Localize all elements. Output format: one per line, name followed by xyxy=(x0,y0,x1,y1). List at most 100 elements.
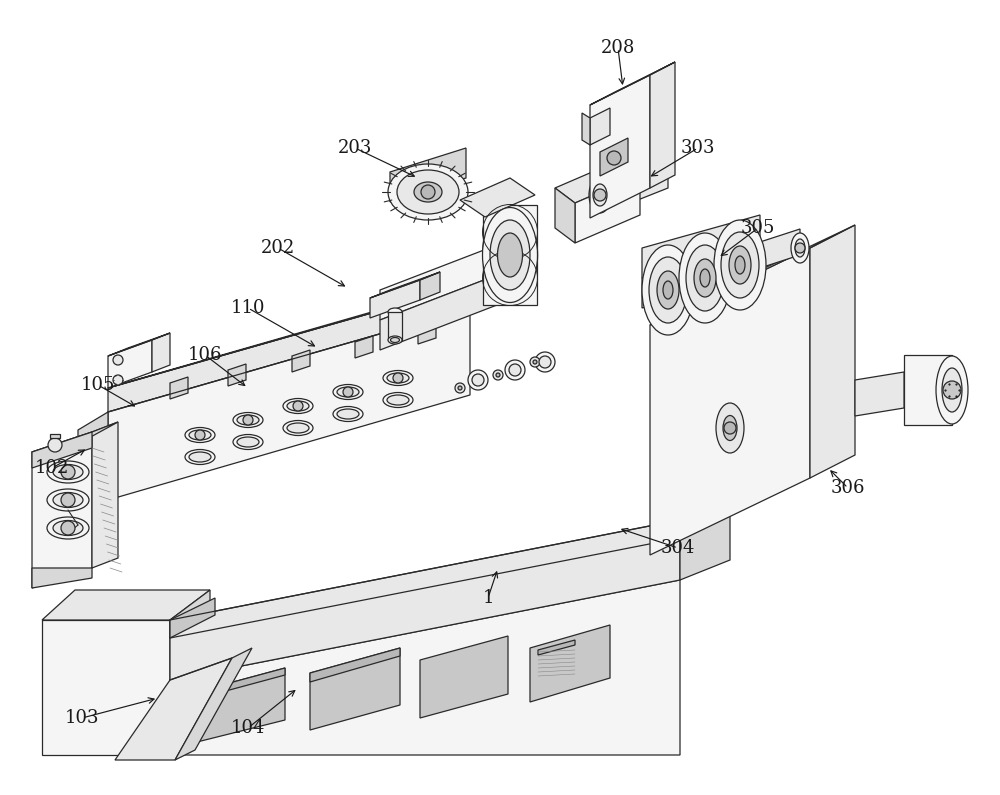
Ellipse shape xyxy=(53,492,83,507)
Circle shape xyxy=(496,373,500,377)
Ellipse shape xyxy=(589,177,611,213)
Ellipse shape xyxy=(679,233,731,323)
Ellipse shape xyxy=(387,395,409,405)
Ellipse shape xyxy=(700,269,710,287)
Ellipse shape xyxy=(795,239,805,257)
Ellipse shape xyxy=(383,393,413,408)
Polygon shape xyxy=(170,520,680,680)
Polygon shape xyxy=(32,422,118,462)
Polygon shape xyxy=(310,648,400,682)
Polygon shape xyxy=(650,248,810,555)
Polygon shape xyxy=(650,62,675,188)
Polygon shape xyxy=(600,138,628,176)
Circle shape xyxy=(48,438,62,452)
Polygon shape xyxy=(555,188,575,243)
Ellipse shape xyxy=(337,387,359,397)
Ellipse shape xyxy=(904,356,936,424)
Ellipse shape xyxy=(53,521,83,536)
Circle shape xyxy=(113,355,123,365)
Ellipse shape xyxy=(414,182,442,202)
Polygon shape xyxy=(904,355,952,425)
Polygon shape xyxy=(108,340,152,388)
Polygon shape xyxy=(108,278,490,388)
Ellipse shape xyxy=(686,245,724,311)
Text: 110: 110 xyxy=(231,299,265,317)
Text: 208: 208 xyxy=(601,39,635,57)
Polygon shape xyxy=(420,272,440,300)
Polygon shape xyxy=(650,225,855,325)
Polygon shape xyxy=(42,590,210,620)
Circle shape xyxy=(61,521,75,535)
Text: 306: 306 xyxy=(831,479,865,497)
Polygon shape xyxy=(418,322,436,344)
Polygon shape xyxy=(170,377,188,399)
Polygon shape xyxy=(388,312,402,340)
Polygon shape xyxy=(370,272,440,298)
Ellipse shape xyxy=(53,464,83,479)
Circle shape xyxy=(472,374,484,386)
Ellipse shape xyxy=(47,489,89,511)
Polygon shape xyxy=(642,245,760,308)
Circle shape xyxy=(539,356,551,368)
Text: 105: 105 xyxy=(81,376,115,394)
Ellipse shape xyxy=(498,233,522,277)
Polygon shape xyxy=(32,432,92,588)
Circle shape xyxy=(533,360,537,364)
Circle shape xyxy=(455,383,465,393)
Ellipse shape xyxy=(721,232,759,298)
Polygon shape xyxy=(108,333,170,356)
Polygon shape xyxy=(78,412,108,518)
Polygon shape xyxy=(108,308,470,500)
Polygon shape xyxy=(600,162,668,215)
Ellipse shape xyxy=(185,428,215,443)
Ellipse shape xyxy=(47,461,89,483)
Polygon shape xyxy=(228,364,246,386)
Polygon shape xyxy=(590,75,650,218)
Ellipse shape xyxy=(716,403,744,453)
Circle shape xyxy=(293,401,303,411)
Ellipse shape xyxy=(642,245,694,335)
Text: 103: 103 xyxy=(65,709,99,727)
Ellipse shape xyxy=(735,256,745,274)
Polygon shape xyxy=(380,240,510,320)
Ellipse shape xyxy=(397,170,459,214)
Circle shape xyxy=(393,373,403,383)
Ellipse shape xyxy=(729,246,751,284)
Ellipse shape xyxy=(233,435,263,449)
Polygon shape xyxy=(810,225,855,478)
Text: 203: 203 xyxy=(338,139,372,157)
Polygon shape xyxy=(32,432,92,468)
Ellipse shape xyxy=(233,413,263,428)
Circle shape xyxy=(505,360,525,380)
Polygon shape xyxy=(590,108,610,145)
Polygon shape xyxy=(170,598,215,638)
Circle shape xyxy=(795,243,805,253)
Text: 202: 202 xyxy=(261,239,295,257)
Polygon shape xyxy=(370,280,420,318)
Polygon shape xyxy=(483,205,537,305)
Polygon shape xyxy=(185,668,285,745)
Ellipse shape xyxy=(388,308,402,316)
Ellipse shape xyxy=(387,373,409,383)
Circle shape xyxy=(943,381,961,399)
Ellipse shape xyxy=(185,449,215,464)
Text: 305: 305 xyxy=(741,219,775,237)
Circle shape xyxy=(113,375,123,385)
Ellipse shape xyxy=(936,356,968,424)
Circle shape xyxy=(61,493,75,507)
Text: 106: 106 xyxy=(188,346,222,364)
Ellipse shape xyxy=(287,423,309,433)
Ellipse shape xyxy=(483,207,538,303)
Circle shape xyxy=(493,370,503,380)
Polygon shape xyxy=(108,285,470,412)
Polygon shape xyxy=(575,175,640,243)
Polygon shape xyxy=(355,336,373,358)
Ellipse shape xyxy=(237,437,259,447)
Circle shape xyxy=(61,465,75,479)
Polygon shape xyxy=(92,422,118,568)
Ellipse shape xyxy=(649,257,687,323)
Ellipse shape xyxy=(337,409,359,419)
Circle shape xyxy=(458,386,462,390)
Ellipse shape xyxy=(333,385,363,400)
Text: 102: 102 xyxy=(35,459,69,477)
